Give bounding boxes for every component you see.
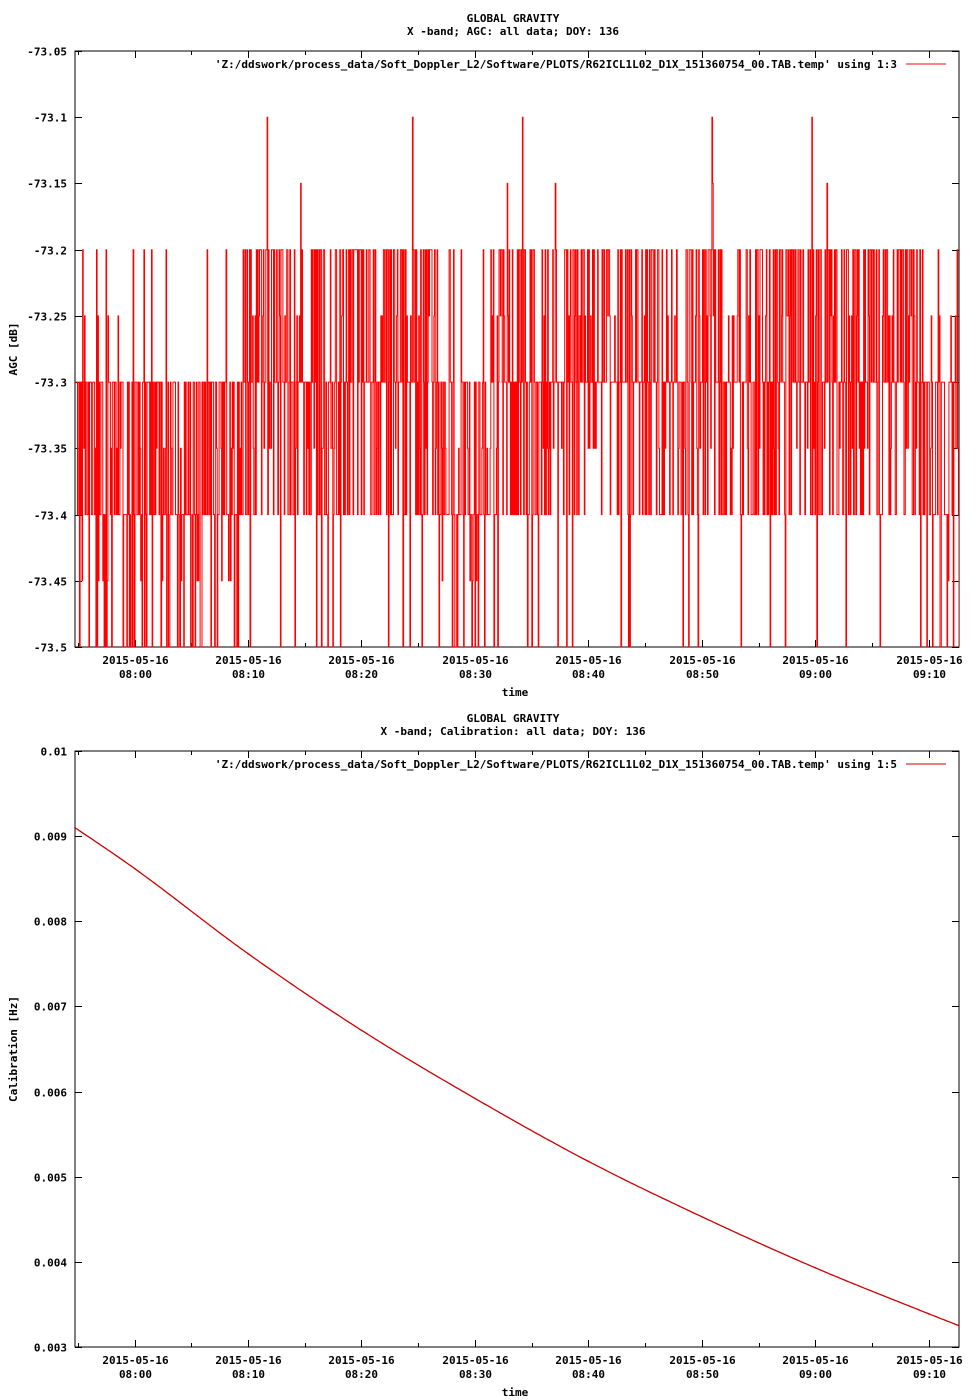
y-tick-label: -73.05 <box>27 46 67 59</box>
y-tick-label: 0.003 <box>34 1342 67 1355</box>
x-tick-time: 08:50 <box>686 1368 719 1381</box>
chart-subtitle: X -band; AGC: all data; DOY: 136 <box>407 25 619 38</box>
calibration-point <box>927 1313 930 1315</box>
series-line-calibration <box>75 827 959 1327</box>
y-tick-label: 0.008 <box>34 916 67 929</box>
y-tick-label: 0.009 <box>34 831 67 844</box>
y-axis-label: AGC [dB] <box>7 323 20 376</box>
x-tick-date: 2015-05-16 <box>328 654 395 667</box>
y-tick-label: -73.4 <box>34 510 67 523</box>
calibration-point <box>74 826 76 829</box>
y-tick-label: 0.007 <box>34 1001 67 1014</box>
y-tick-label: -73.2 <box>34 245 67 258</box>
x-tick-date: 2015-05-16 <box>555 1354 622 1367</box>
y-tick-label: -73.15 <box>27 178 67 191</box>
x-tick-date: 2015-05-16 <box>328 1354 395 1367</box>
x-axis-label: time <box>502 1386 529 1399</box>
calibration-point <box>587 1160 590 1163</box>
x-tick-time: 09:10 <box>913 668 946 681</box>
x-tick-time: 08:20 <box>345 1368 378 1381</box>
x-tick-time: 08:00 <box>119 1368 152 1381</box>
x-axis-label: time <box>502 686 529 699</box>
calibration-point <box>133 867 136 870</box>
legend-entry: 'Z:/ddswork/process_data/Soft_Doppler_L2… <box>215 758 897 771</box>
calibration-point <box>360 1029 363 1032</box>
chart-title: GLOBAL GRAVITY <box>467 712 560 725</box>
y-tick-label: 0.006 <box>34 1087 67 1100</box>
x-tick-time: 08:10 <box>232 668 265 681</box>
legend-entry: 'Z:/ddswork/process_data/Soft_Doppler_L2… <box>215 58 897 71</box>
x-tick-date: 2015-05-16 <box>215 1354 282 1367</box>
x-tick-date: 2015-05-16 <box>669 654 736 667</box>
plot-frame <box>74 750 960 1348</box>
x-tick-time: 09:00 <box>799 1368 832 1381</box>
y-tick-label: -73.25 <box>27 311 67 324</box>
x-tick-time: 08:20 <box>345 668 378 681</box>
x-tick-time: 09:00 <box>799 668 832 681</box>
chart-subtitle: X -band; Calibration: all data; DOY: 136 <box>381 725 646 738</box>
x-tick-date: 2015-05-16 <box>442 1354 509 1367</box>
x-tick-time: 08:40 <box>572 668 605 681</box>
calibration-point <box>474 1097 476 1100</box>
x-tick-date: 2015-05-16 <box>782 1354 849 1367</box>
x-tick-time: 08:10 <box>232 1368 265 1381</box>
calibration-point <box>247 952 249 955</box>
x-tick-date: 2015-05-16 <box>102 654 169 667</box>
y-tick-label: -73.45 <box>27 576 67 589</box>
y-tick-label: -73.3 <box>34 377 67 390</box>
x-tick-date: 2015-05-16 <box>442 654 509 667</box>
y-tick-label: 0.01 <box>41 746 68 759</box>
y-axis-label: Calibration [Hz] <box>7 996 20 1102</box>
calibration-point <box>814 1267 817 1269</box>
x-tick-time: 08:00 <box>119 668 152 681</box>
calibration-point <box>701 1215 703 1218</box>
x-tick-date: 2015-05-16 <box>555 654 622 667</box>
x-tick-time: 09:10 <box>913 1368 946 1381</box>
x-tick-date: 2015-05-16 <box>102 1354 169 1367</box>
x-tick-date: 2015-05-16 <box>782 654 849 667</box>
series-line-agc <box>75 116 959 647</box>
y-tick-label: 0.005 <box>34 1172 67 1185</box>
y-tick-label: -73.5 <box>34 642 67 655</box>
x-tick-date: 2015-05-16 <box>896 1354 963 1367</box>
x-tick-date: 2015-05-16 <box>896 654 963 667</box>
y-tick-label: 0.004 <box>34 1257 67 1270</box>
x-tick-time: 08:40 <box>572 1368 605 1381</box>
y-tick-label: -73.35 <box>27 443 67 456</box>
x-tick-time: 08:30 <box>459 1368 492 1381</box>
x-tick-time: 08:30 <box>459 668 492 681</box>
x-tick-date: 2015-05-16 <box>215 654 282 667</box>
x-tick-time: 08:50 <box>686 668 719 681</box>
y-tick-label: -73.1 <box>34 112 67 125</box>
plot-frame <box>74 50 960 648</box>
x-tick-date: 2015-05-16 <box>669 1354 736 1367</box>
chart-title: GLOBAL GRAVITY <box>467 12 560 25</box>
calibration-point <box>958 1324 960 1327</box>
